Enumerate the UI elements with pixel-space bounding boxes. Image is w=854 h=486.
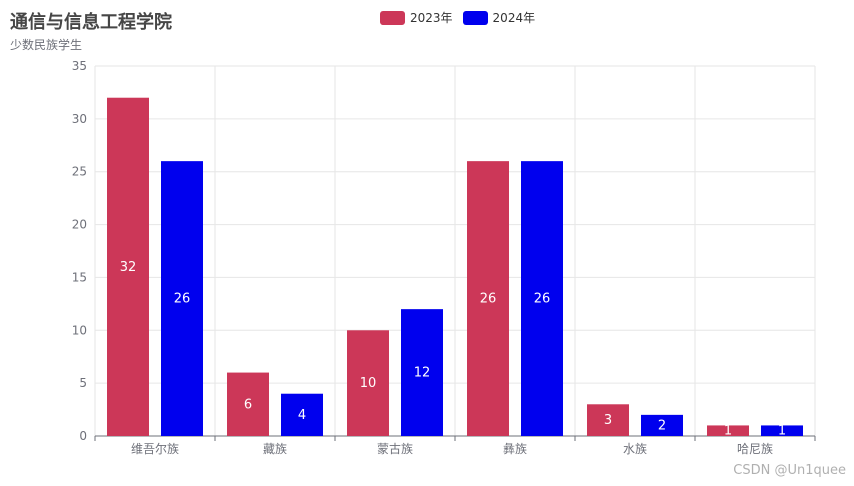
legend-swatch-2023 xyxy=(380,10,405,25)
legend-label-2023: 2023年 xyxy=(410,11,453,25)
bar-data-label: 2 xyxy=(658,418,666,433)
bar-data-label: 4 xyxy=(298,408,306,423)
legend-item-2023[interactable]: 2023年 xyxy=(380,9,453,26)
bar-data-label: 1 xyxy=(724,424,732,439)
bar-data-label: 12 xyxy=(414,366,431,381)
chart-title: 通信与信息工程学院 xyxy=(10,12,172,33)
x-tick-label: 维吾尔族 xyxy=(131,441,179,456)
bar-2023 xyxy=(467,161,509,436)
bar-data-label: 3 xyxy=(604,413,612,428)
bar-data-label: 32 xyxy=(120,260,137,275)
bar-2024 xyxy=(641,414,683,436)
bar-data-label: 1 xyxy=(778,424,786,439)
bar-data-label: 6 xyxy=(244,397,252,412)
bar-2024 xyxy=(401,309,443,436)
bar-2024 xyxy=(761,425,803,436)
legend: 2023年 2024年 xyxy=(380,9,535,26)
y-tick-label: 15 xyxy=(72,270,87,284)
bar-2024 xyxy=(161,161,203,436)
y-tick-label: 30 xyxy=(72,112,87,126)
bar-2023 xyxy=(587,404,629,436)
legend-swatch-2024 xyxy=(462,10,488,25)
bar-data-label: 26 xyxy=(174,292,191,307)
x-tick-label: 藏族 xyxy=(263,442,287,456)
legend-label-2024: 2024年 xyxy=(492,11,536,25)
bar-data-label: 26 xyxy=(534,292,551,307)
bar-2024 xyxy=(521,161,563,436)
bar-2023 xyxy=(227,372,269,436)
bar-data-label: 26 xyxy=(480,292,497,307)
bar-2023 xyxy=(107,97,149,436)
y-tick-label: 10 xyxy=(72,323,87,337)
x-tick-label: 彝族 xyxy=(503,441,527,456)
bar-2023 xyxy=(707,425,749,436)
x-tick-label: 水族 xyxy=(623,442,647,456)
chart-subtitle: 少数民族学生 xyxy=(10,38,83,52)
bar-2023 xyxy=(347,330,389,436)
bar-data-label: 10 xyxy=(360,376,377,391)
y-tick-label: 35 xyxy=(72,59,87,73)
x-tick-label: 哈尼族 xyxy=(737,442,773,456)
y-tick-label: 5 xyxy=(79,376,87,390)
legend-item-2024[interactable]: 2024年 xyxy=(462,9,536,26)
y-tick-label: 25 xyxy=(72,165,87,179)
watermark: CSDN @Un1quee xyxy=(733,463,846,478)
y-tick-label: 0 xyxy=(79,429,87,443)
bar-2024 xyxy=(281,393,323,436)
x-tick-label: 蒙古族 xyxy=(377,441,413,456)
y-tick-label: 20 xyxy=(72,218,87,232)
